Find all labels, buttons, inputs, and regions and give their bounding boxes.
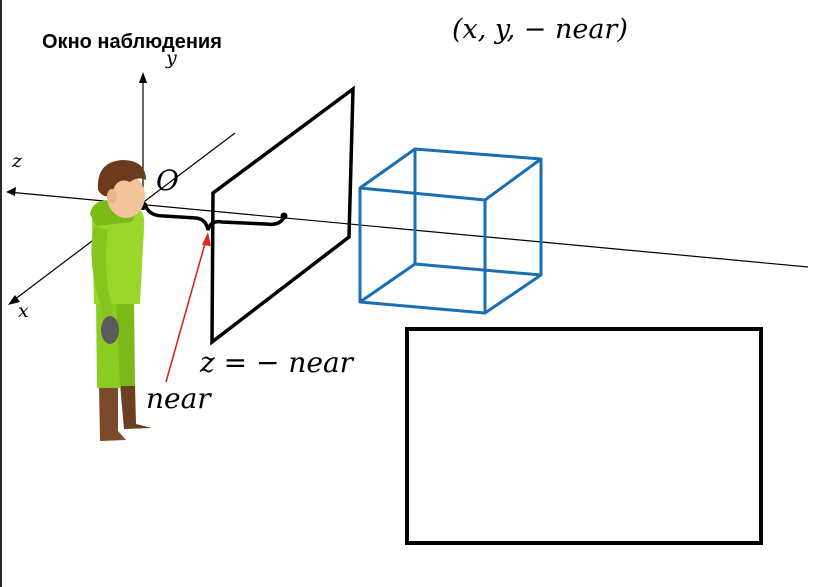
viewer-hair [97, 160, 146, 197]
z-axis-label: z [12, 150, 23, 172]
y-axis-label: y [166, 47, 177, 69]
y-axis-arrowhead [139, 72, 147, 83]
point-coordinates-label: (x, y, − near) [452, 14, 628, 45]
z-axis-arrowhead [6, 187, 16, 196]
wireframe-cube [358, 147, 543, 315]
viewer-right-leg [116, 300, 135, 386]
viewer-arm [91, 226, 114, 318]
cube-back-face [413, 147, 543, 277]
projection-screen [405, 327, 763, 545]
near-plane [210, 85, 355, 346]
left-border [0, 0, 2, 587]
cube-edge-bottom-left [359, 262, 416, 304]
near-arrow [165, 239, 207, 383]
near-arrowhead [202, 232, 211, 246]
viewer-ear [107, 189, 117, 203]
viewer-right-boot [120, 384, 152, 429]
diagram-title: Окно наблюдения [42, 31, 222, 53]
x-axis-label: x [18, 300, 29, 322]
near-distance-label: near [146, 382, 211, 415]
near-plane-equation: z = − near [200, 346, 354, 379]
cube-edge-bottom-right [484, 273, 542, 315]
origin-label: O [156, 164, 179, 197]
near-brace [143, 202, 286, 231]
x-axis-arrowhead [8, 295, 20, 305]
viewer-figure [90, 160, 152, 441]
viewer-hand [101, 316, 119, 344]
viewer-left-boot [99, 386, 126, 441]
near-point [280, 212, 288, 220]
cube-edge-top-right [484, 157, 542, 202]
cube-edge-top-left [359, 147, 416, 190]
viewer-face [107, 174, 145, 218]
cube-front-face [358, 186, 487, 315]
